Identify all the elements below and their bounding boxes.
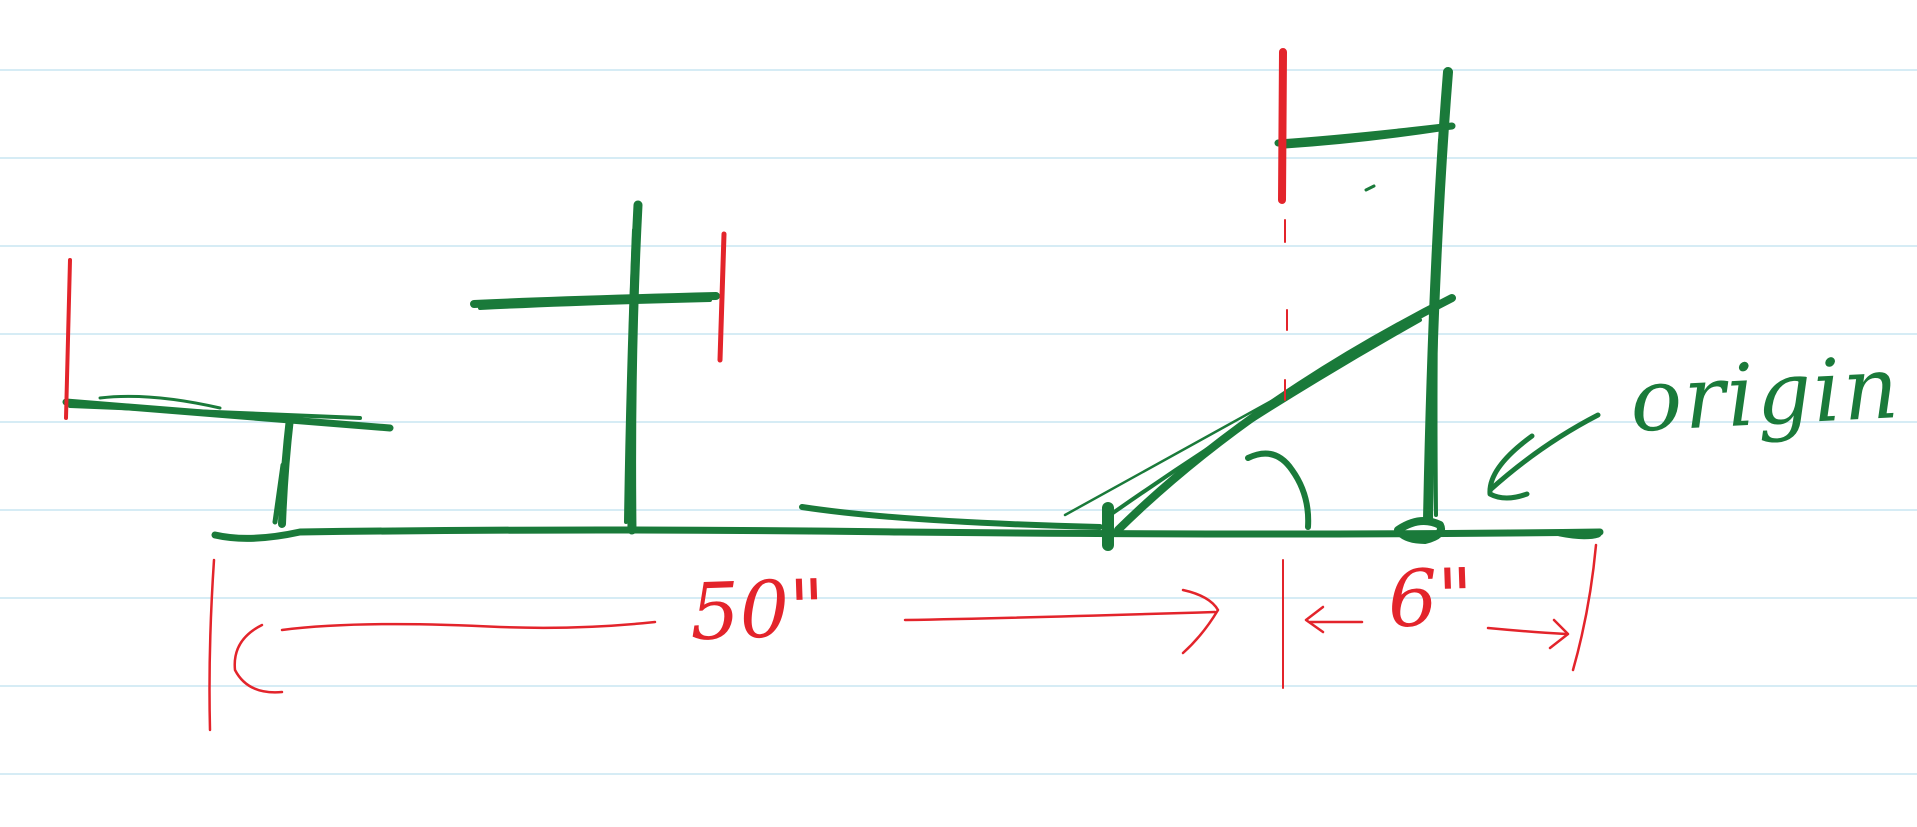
ramp-diagonal bbox=[1114, 294, 1456, 534]
right-reference-tick bbox=[1278, 48, 1287, 204]
origin-arrow-shaft bbox=[1487, 412, 1601, 493]
ground-line-end bbox=[1556, 529, 1602, 540]
projection-line bbox=[1282, 219, 1288, 689]
ramp-diagonal-sketch bbox=[1063, 328, 1402, 517]
ground-line bbox=[211, 526, 1604, 542]
right-top-bar bbox=[1274, 122, 1456, 147]
dim-50-right-arrowhead bbox=[1181, 588, 1220, 655]
right-top-bar-stroke bbox=[1283, 128, 1442, 149]
left-extension-line bbox=[208, 558, 216, 732]
origin-marker bbox=[1394, 517, 1445, 544]
left-bar bbox=[62, 398, 394, 432]
left-reference-tick bbox=[64, 258, 72, 420]
green-ink bbox=[62, 67, 1604, 551]
left-bar-sketch bbox=[98, 394, 222, 410]
angle-arc bbox=[1245, 450, 1312, 530]
left-bar-stroke bbox=[68, 404, 362, 420]
dim-50-right-line bbox=[903, 610, 1217, 622]
middle-crossbar-stroke bbox=[478, 298, 712, 310]
dim-6-right-arrowhead bbox=[1548, 618, 1570, 650]
dim-50-left-line bbox=[280, 620, 657, 632]
middle-post-stroke bbox=[624, 228, 636, 524]
left-post bbox=[278, 414, 294, 528]
right-extension-line bbox=[1571, 543, 1598, 672]
middle-crossbar bbox=[470, 292, 720, 308]
right-post-stroke bbox=[1433, 138, 1442, 517]
dim-6-left-arrowhead bbox=[1304, 605, 1325, 634]
right-post-tick bbox=[1364, 184, 1376, 192]
left-post-stroke bbox=[272, 462, 286, 525]
red-ink bbox=[64, 48, 1598, 732]
origin-arrow-head bbox=[1487, 433, 1535, 501]
dim-50-left-arrowhead bbox=[233, 623, 284, 694]
dimension-label-6: 6" bbox=[1386, 552, 1476, 646]
middle-post bbox=[627, 200, 643, 535]
ramp-diagonal-stroke bbox=[1108, 318, 1422, 517]
middle-reference-tick bbox=[717, 231, 727, 363]
dimension-label-50: 50" bbox=[688, 563, 827, 659]
origin-label: origin bbox=[1627, 337, 1903, 453]
runway-line bbox=[799, 504, 1103, 530]
dim-6-right-line bbox=[1486, 626, 1568, 636]
